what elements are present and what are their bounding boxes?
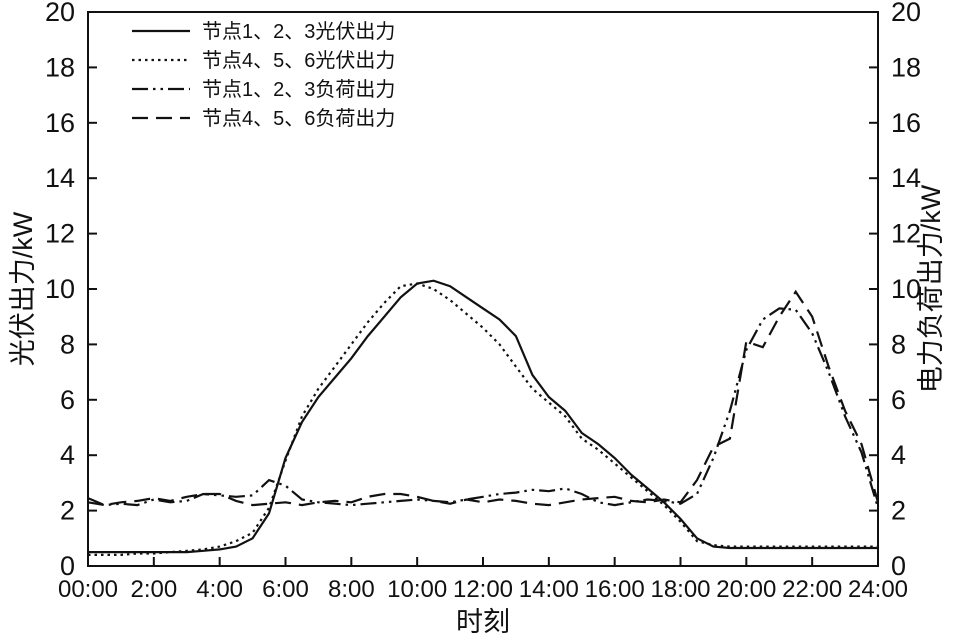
x-tick-label: 2:00 (130, 576, 177, 603)
y-tick-label-left: 2 (60, 496, 75, 526)
series-line-2 (88, 282, 878, 556)
y-tick-label-right: 4 (891, 440, 906, 470)
x-tick-label: 8:00 (328, 576, 375, 603)
y-tick-label-left: 0 (60, 551, 75, 581)
x-tick-label: 16:00 (585, 576, 645, 603)
x-axis-title: 时刻 (456, 607, 510, 637)
legend-label: 节点4、5、6负荷出力 (202, 107, 395, 130)
y-tick-label-left: 4 (60, 440, 75, 470)
y-axis-title-left: 光伏出力/kW (8, 211, 38, 366)
x-tick-label: 18:00 (650, 576, 710, 603)
y-tick-label-left: 8 (60, 329, 75, 359)
x-tick-label: 24:00 (848, 576, 908, 603)
y-tick-label-left: 14 (45, 163, 75, 193)
x-tick-label: 4:00 (196, 576, 243, 603)
y-tick-label-right: 20 (891, 0, 921, 27)
x-tick-label: 12:00 (453, 576, 513, 603)
x-tick-label: 22:00 (782, 576, 842, 603)
y-tick-label-left: 12 (45, 219, 75, 249)
y-tick-label-right: 12 (891, 219, 921, 249)
y-axis-title-right: 电力负荷出力/kW (916, 184, 946, 393)
plot-area: 0 0 2 2 4 4 6 6 8 8 10 10 12 12 14 14 16 16 18 18 20 20 00:00 2… (45, 0, 921, 603)
x-tick-label: 00:00 (58, 576, 118, 603)
series-line-1 (88, 279, 878, 554)
legend-label: 节点1、2、3负荷出力 (202, 78, 395, 101)
y-tick-label-left: 18 (45, 52, 75, 82)
x-tick-label: 10:00 (387, 576, 447, 603)
y-tick-label-left: 10 (45, 274, 75, 304)
y-tick-label-right: 14 (891, 163, 921, 193)
y-tick-label-right: 6 (891, 385, 906, 415)
series-line-4 (87, 289, 880, 507)
y-tick-label-right: 18 (891, 52, 921, 82)
y-tick-label-left: 6 (60, 385, 75, 415)
y-tick-label-left: 20 (45, 0, 75, 27)
y-tick-label-right: 0 (891, 551, 906, 581)
y-tick-label-right: 8 (891, 329, 906, 359)
y-tick-label-left: 16 (45, 108, 75, 138)
legend-label: 节点4、5、6光伏出力 (202, 49, 395, 72)
series-line-3 (87, 307, 880, 509)
x-tick-label: 6:00 (262, 576, 309, 603)
y-tick-label-right: 10 (891, 274, 921, 304)
y-tick-label-right: 16 (891, 108, 921, 138)
x-tick-label: 14:00 (519, 576, 579, 603)
y-tick-label-right: 2 (891, 496, 906, 526)
x-tick-label: 20:00 (716, 576, 776, 603)
legend-label: 节点1、2、3光伏出力 (202, 20, 395, 43)
